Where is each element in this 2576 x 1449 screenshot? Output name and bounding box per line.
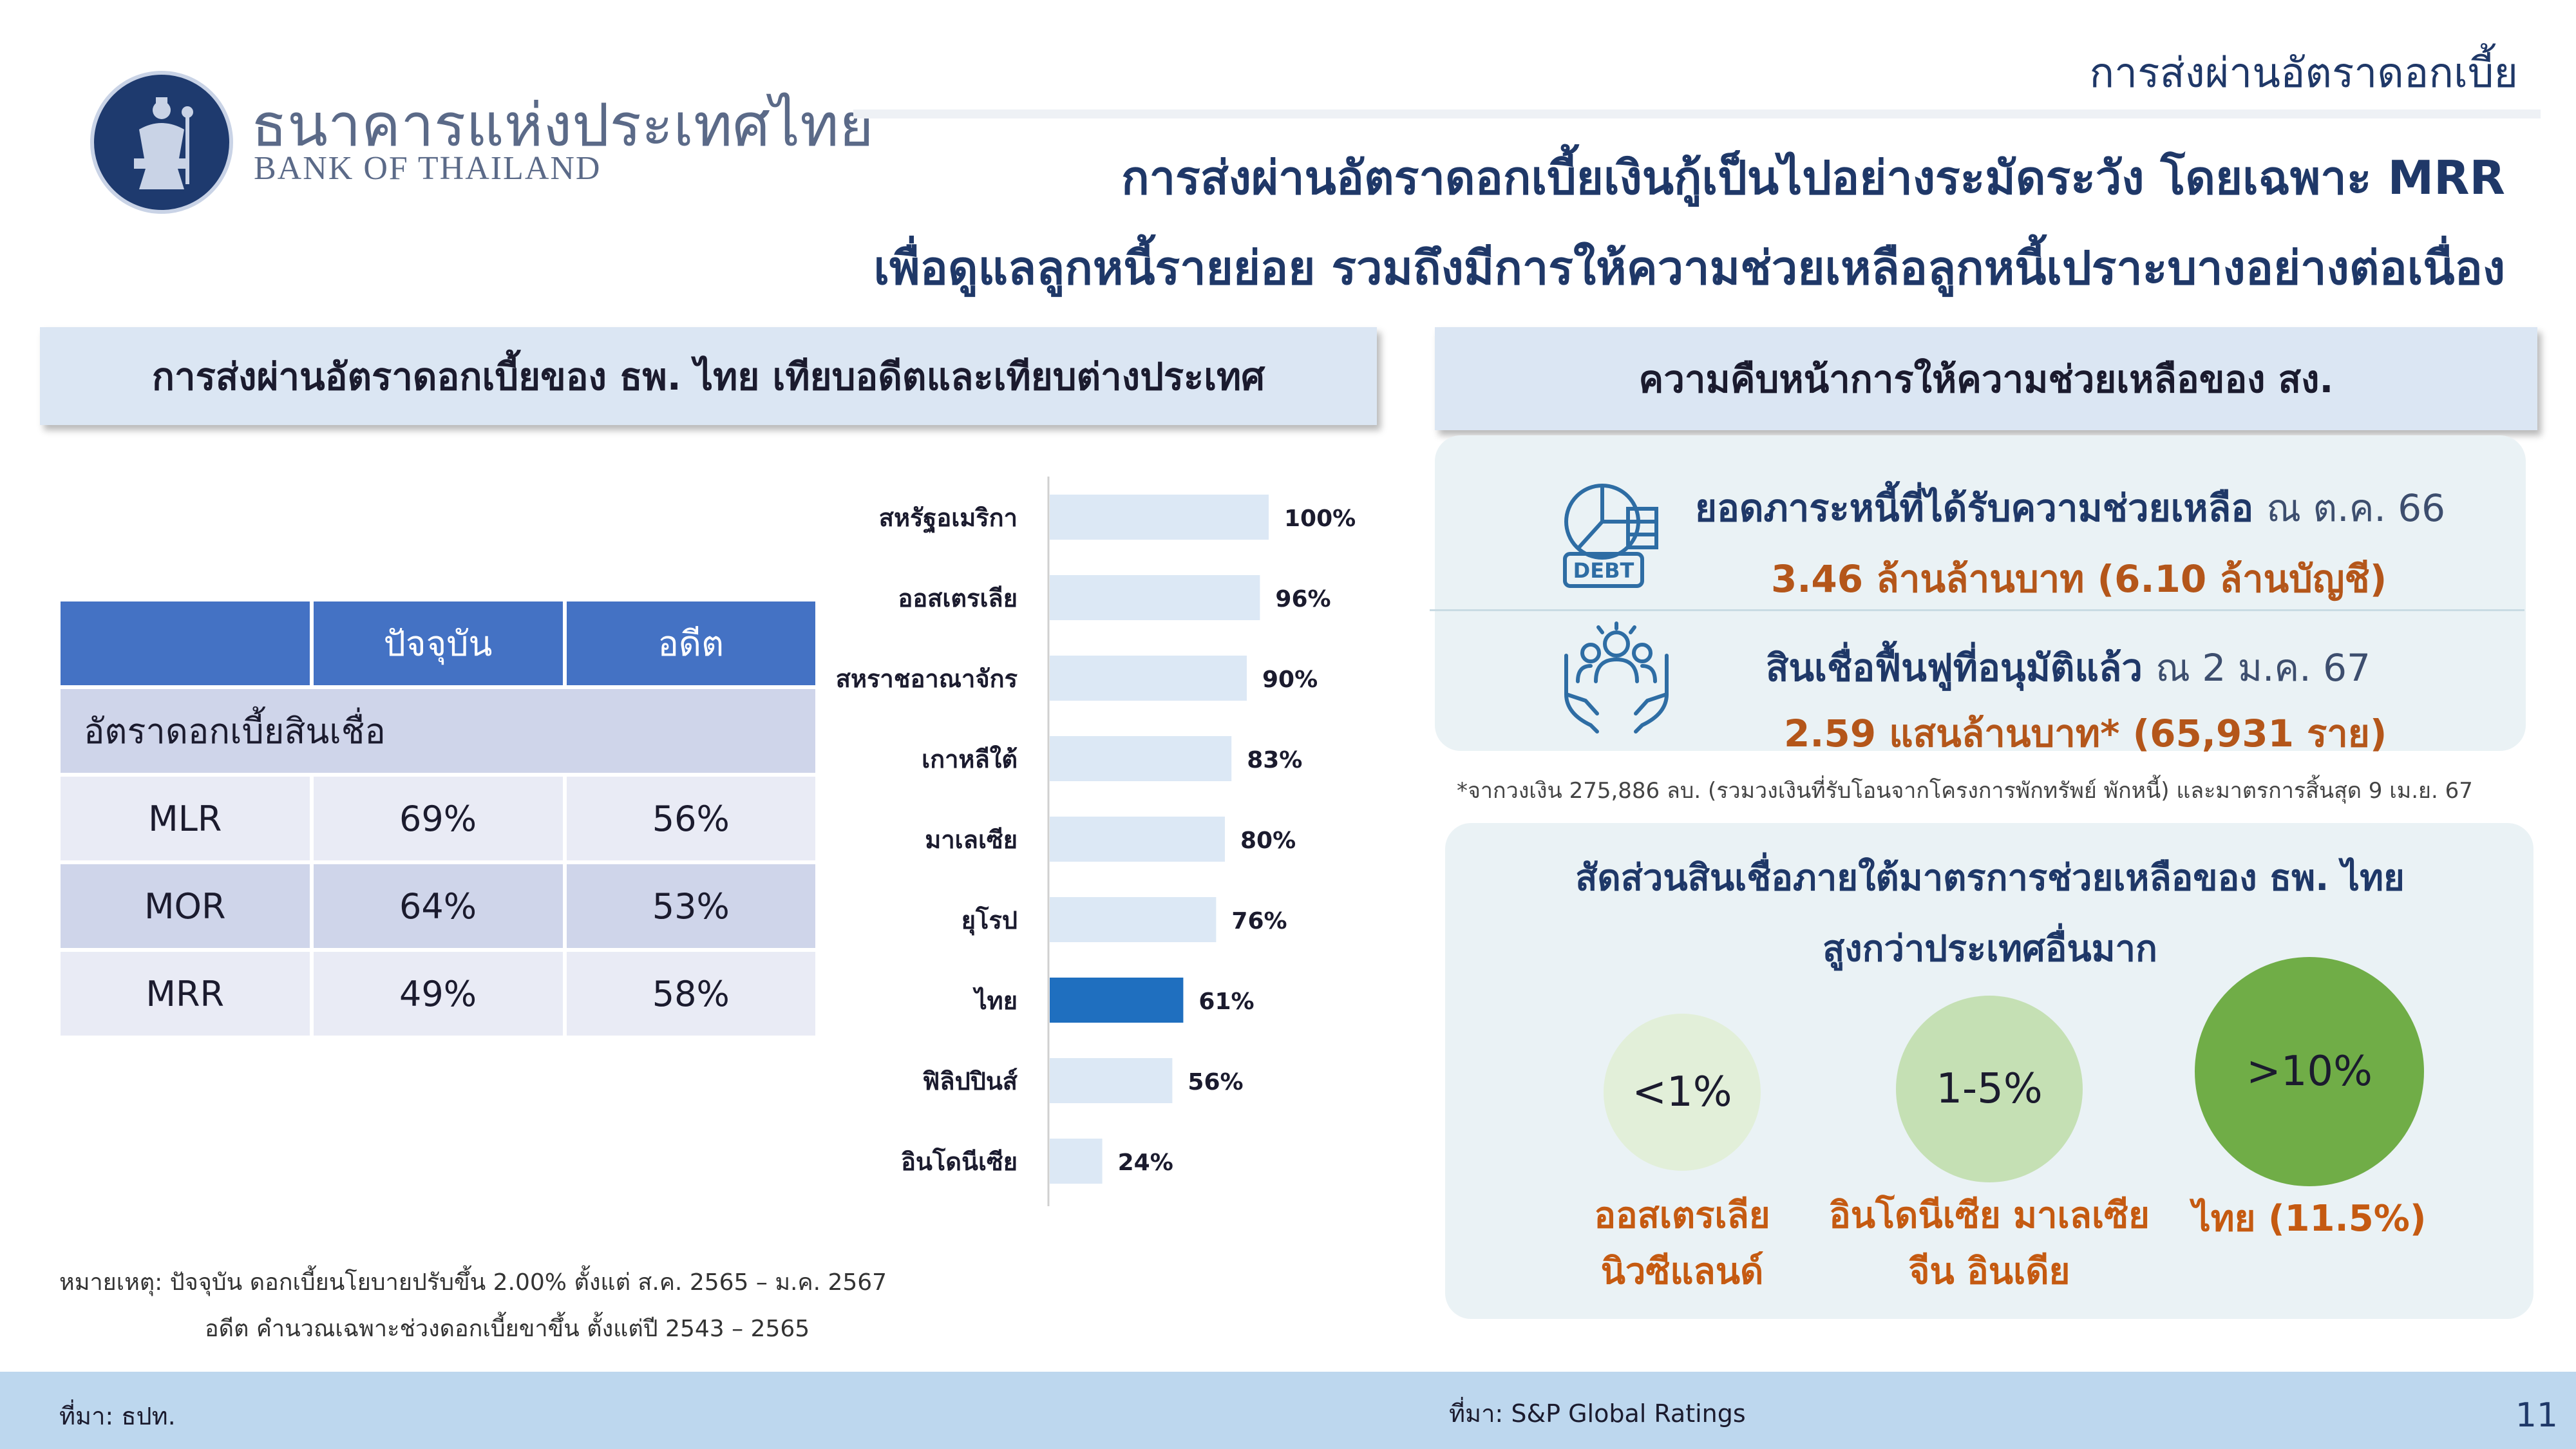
ratio-title-line-1: สัดส่วนสินเชื่อภายใต้มาตรการช่วยเหลือของ…	[1575, 857, 2405, 899]
headline-line-1: การส่งผ่านอัตราดอกเบี้ยเงินกู้เป็นไปอย่า…	[1121, 151, 2505, 205]
ratio-title-line-2: สูงกว่าประเทศอื่นมาก	[1823, 928, 2157, 970]
ratio-circle-mid-label: อินโดนีเซีย มาเลเซีย จีน อินเดีย	[1828, 1188, 2150, 1300]
chart-value-label: 83%	[1247, 747, 1302, 773]
stat1-title: ยอดภาระหนี้ที่ได้รับความช่วยเหลือ ณ ต.ค.…	[1695, 478, 2445, 538]
table-cell-past: 56%	[566, 777, 815, 860]
chart-value-label: 96%	[1275, 586, 1331, 612]
ratio-circle-mid-label-line-2: จีน อินเดีย	[1908, 1250, 2070, 1293]
org-name-thai: ธนาคารแห่งประเทศไทย	[251, 91, 874, 160]
table-group-row: อัตราดอกเบี้ยสินเชื่อ	[61, 689, 815, 773]
garuda-emblem-icon	[134, 97, 193, 189]
table-cell-rate: MOR	[61, 864, 310, 948]
table-note-line-2: อดีต คำนวณเฉพาะช่วงดอกเบี้ยขาขึ้น ตั้งแต…	[205, 1316, 810, 1342]
org-name-english: BANK OF THAILAND	[254, 150, 601, 187]
chart-bar	[1050, 1058, 1173, 1103]
pass-through-bar-chart: สหรัฐอเมริกา 100% ออสเตรเลีย 96% สหราชอาณาจั…	[824, 477, 1404, 1211]
chart-bar	[1050, 817, 1225, 862]
chart-bar	[1050, 575, 1260, 620]
svg-text:DEBT: DEBT	[1573, 558, 1634, 583]
table-row: MLR 69% 56%	[61, 777, 815, 860]
bar-chart-svg: สหรัฐอเมริกา 100% ออสเตรเลีย 96% สหราชอาณาจั…	[836, 477, 1356, 1206]
table-row: MOR 64% 53%	[61, 864, 815, 948]
chart-bar	[1050, 736, 1232, 781]
stat2-title-text: สินเชื่อฟื้นฟูที่อนุมัติแล้ว	[1766, 646, 2143, 690]
table-header-row: ปัจจุบัน อดีต	[61, 601, 815, 685]
chart-bar	[1050, 978, 1184, 1023]
table-group-label: อัตราดอกเบี้ยสินเชื่อ	[61, 689, 815, 773]
ratio-circle-mid-label-line-1: อินโดนีเซีย มาเลเซีย	[1829, 1195, 2150, 1236]
stat2-title: สินเชื่อฟื้นฟูที่อนุมัติแล้ว ณ 2 ม.ค. 67	[1766, 638, 2371, 697]
table-note-line-1: หมายเหตุ: ปัจจุบัน ดอกเบี้ยนโยบายปรับขึ้…	[59, 1269, 887, 1296]
hands-people-icon	[1564, 621, 1669, 734]
chart-value-label: 76%	[1231, 908, 1287, 934]
right-panel-title: ความคืบหน้าการให้ความช่วยเหลือของ สง.	[1435, 327, 2537, 430]
header-divider	[853, 109, 2541, 118]
left-panel-title: การส่งผ่านอัตราดอกเบี้ยของ ธพ. ไทย เทียบ…	[40, 327, 1377, 425]
section-tag: การส่งผ่านอัตราดอกเบี้ย	[2089, 50, 2518, 97]
footer-source-center: ที่มา: S&P Global Ratings	[1449, 1399, 1746, 1428]
chart-category-label: อินโดนีเซีย	[901, 1147, 1018, 1176]
table-cell-current: 64%	[313, 864, 563, 948]
page-number: 11	[2515, 1396, 2558, 1435]
chart-value-label: 80%	[1240, 828, 1296, 854]
chart-bar	[1050, 495, 1269, 540]
bot-logo	[90, 71, 233, 214]
assistance-footnote: *จากวงเงิน 275,886 ลบ. (รวมวงเงินที่รับโ…	[1457, 778, 2473, 804]
ratio-circle-low-label: ออสเตรเลีย นิวซีแลนด์	[1553, 1188, 1811, 1300]
ratio-circle-high-label-line-1: ไทย (11.5%)	[2192, 1198, 2427, 1240]
card-divider	[1430, 609, 2524, 611]
ratio-circle-low-label-line-1: ออสเตรเลีย	[1594, 1195, 1770, 1236]
chart-category-label: ออสเตรเลีย	[898, 584, 1018, 612]
chart-value-label: 90%	[1262, 667, 1318, 693]
table-header-past: อดีต	[566, 601, 815, 685]
chart-category-label: ฟิลิปปินส์	[922, 1067, 1018, 1095]
chart-value-label: 61%	[1198, 989, 1254, 1015]
ratio-circle-mid: 1-5%	[1896, 996, 2083, 1182]
stat1-as-of: ณ ต.ค. 66	[2266, 486, 2446, 530]
table-cell-rate: MRR	[61, 952, 310, 1036]
table-cell-current: 69%	[313, 777, 563, 860]
table-cell-rate: MLR	[61, 777, 310, 860]
ratio-circle-high: >10%	[2195, 957, 2424, 1186]
chart-category-label: ไทย	[972, 987, 1018, 1015]
headline-line-2: เพื่อดูแลลูกหนี้รายย่อย รวมถึงมีการให้คว…	[873, 241, 2505, 295]
ratio-circle-low-label-line-2: นิวซีแลนด์	[1600, 1250, 1764, 1293]
chart-value-label: 24%	[1118, 1150, 1173, 1176]
chart-bar	[1050, 656, 1247, 701]
debt-chart-icon: DEBT	[1563, 484, 1658, 588]
chart-value-label: 56%	[1188, 1069, 1243, 1095]
table-cell-past: 53%	[566, 864, 815, 948]
chart-category-label: เกาหลีใต้	[922, 745, 1018, 773]
table-header-blank	[61, 601, 310, 685]
chart-category-label: ยุโรป	[961, 905, 1018, 936]
footer-bar	[0, 1372, 2576, 1449]
chart-bar	[1050, 1139, 1103, 1184]
ratio-circle-low: <1%	[1604, 1014, 1761, 1171]
table-cell-past: 58%	[566, 952, 815, 1036]
chart-value-label: 100%	[1284, 506, 1356, 532]
chart-category-label: มาเลเซีย	[925, 826, 1018, 854]
stat1-value: 3.46 ล้านล้านบาท (6.10 ล้านบัญชี)	[1771, 557, 2387, 601]
table-row: MRR 49% 58%	[61, 952, 815, 1036]
table-cell-current: 49%	[313, 952, 563, 1036]
footer-source-left: ที่มา: ธปท.	[59, 1402, 176, 1430]
chart-category-label: สหรัฐอเมริกา	[879, 504, 1018, 534]
table-header-current: ปัจจุบัน	[313, 601, 563, 685]
stat1-title-text: ยอดภาระหนี้ที่ได้รับความช่วยเหลือ	[1695, 486, 2254, 530]
stat2-as-of: ณ 2 ม.ค. 67	[2155, 646, 2371, 690]
stat2-value: 2.59 แสนล้านบาท* (65,931 ราย)	[1784, 712, 2387, 755]
chart-category-label: สหราชอาณาจักร	[836, 665, 1018, 693]
chart-bar	[1050, 897, 1217, 942]
ratio-circle-high-label: ไทย (11.5%)	[2181, 1191, 2438, 1247]
rate-transmission-table: ปัจจุบัน อดีต อัตราดอกเบี้ยสินเชื่อ MLR …	[57, 598, 819, 1039]
